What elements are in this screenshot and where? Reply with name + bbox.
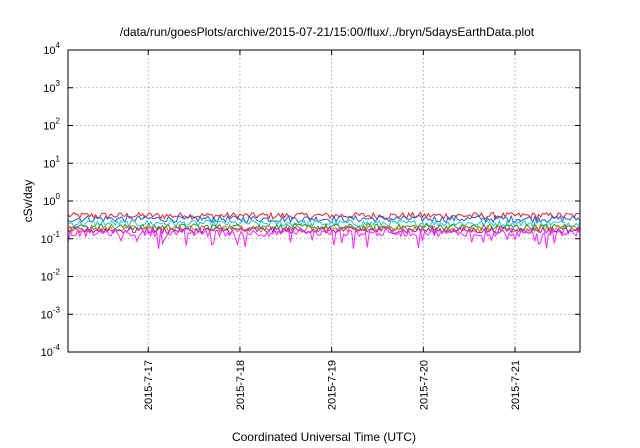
x-tick-label: 2015-7-21 xyxy=(510,360,522,410)
series-line-2 xyxy=(67,214,581,224)
x-tick-label: 2015-7-19 xyxy=(327,360,339,410)
y-tick-label: 10-3 xyxy=(41,305,61,321)
y-axis-title: cSv/day xyxy=(21,180,35,223)
series-group xyxy=(67,211,581,250)
y-tick-label: 10-2 xyxy=(41,268,61,284)
series-line-6 xyxy=(67,225,581,236)
grid xyxy=(68,50,580,352)
x-tick-label: 2015-7-17 xyxy=(143,360,155,410)
ticks xyxy=(68,49,580,353)
chart-title: /data/run/goesPlots/archive/2015-07-21/1… xyxy=(120,25,535,39)
y-tick-label: 103 xyxy=(43,79,60,95)
series-line-3 xyxy=(67,218,581,229)
y-tick-label: 101 xyxy=(43,154,60,170)
y-tick-label: 10-1 xyxy=(41,230,61,246)
x-axis-title: Coordinated Universal Time (UTC) xyxy=(232,430,416,444)
x-tick-label: 2015-7-20 xyxy=(418,360,430,410)
x-tick-label: 2015-7-18 xyxy=(235,360,247,410)
y-tick-label: 102 xyxy=(43,117,60,133)
x-tick-labels: 2015-7-17 2015-7-18 2015-7-19 2015-7-20 2015… xyxy=(143,360,522,410)
y-tick-label: 100 xyxy=(43,192,60,208)
series-line-7 xyxy=(67,228,581,250)
y-tick-labels: 10-4 10-3 10-2 10-1 100 101 102 103 104 xyxy=(41,41,61,359)
y-tick-label: 104 xyxy=(43,41,60,57)
y-tick-label: 10-4 xyxy=(41,343,61,359)
